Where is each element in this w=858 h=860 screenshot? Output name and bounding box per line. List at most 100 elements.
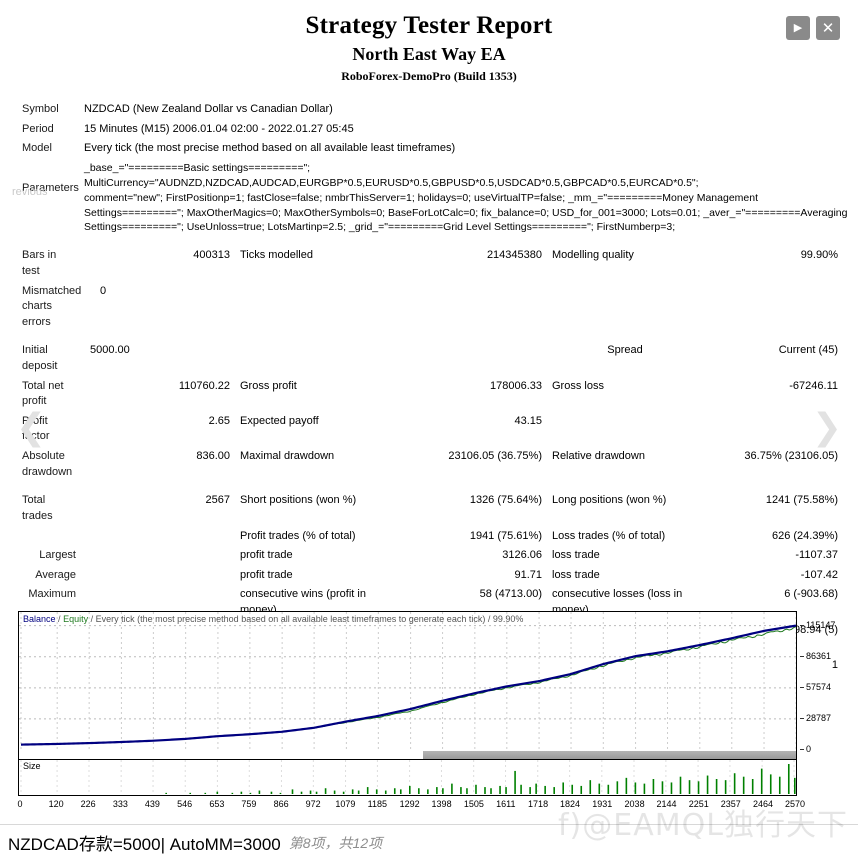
average-label: Average bbox=[35, 568, 76, 581]
balance-equity-chart[interactable]: Balance / Equity / Every tick (the most … bbox=[17, 611, 840, 809]
absolute-drawdown-label: Absolute drawdown bbox=[22, 450, 73, 478]
y-tick-label: 115147 bbox=[806, 619, 836, 630]
previous-page-chevron-icon[interactable]: ❯ bbox=[16, 407, 47, 448]
page-title: Strategy Tester Report bbox=[305, 12, 553, 39]
long-positions-value: 1241 (75.58%) bbox=[765, 494, 838, 507]
spread-label: Spread bbox=[607, 344, 643, 357]
y-tick-label: 28787 bbox=[806, 712, 832, 723]
x-tick-label: 1398 bbox=[431, 799, 452, 809]
x-tick-label: 1611 bbox=[496, 799, 516, 809]
y-tick-label: 57574 bbox=[806, 681, 832, 692]
table-row-symbol: Symbol NZDCAD (New Zealand Dollar vs Can… bbox=[0, 100, 858, 120]
modelling-quality-label: Modelling quality bbox=[552, 249, 634, 262]
x-tick-label: 226 bbox=[80, 799, 96, 809]
max-consecutive-wins-value: 58 (4713.00) bbox=[479, 588, 542, 601]
chart-horizontal-scrollbar[interactable] bbox=[18, 751, 797, 760]
table-row-total-trades: Total trades 2567 Short positions (won %… bbox=[0, 491, 858, 526]
short-positions-label: Short positions (won %) bbox=[240, 494, 357, 507]
spacer bbox=[0, 332, 858, 341]
short-positions-value: 1326 (75.64%) bbox=[469, 494, 542, 507]
total-trades-value: 2567 bbox=[205, 494, 230, 507]
report-table: Symbol NZDCAD (New Zealand Dollar vs Can… bbox=[0, 100, 858, 675]
table-row-average: Average profit trade 91.71 loss trade -1… bbox=[0, 566, 858, 586]
x-tick-label: 2251 bbox=[688, 799, 709, 809]
table-row-profit-factor: Profit factor 2.65 Expected payoff 43.15 bbox=[0, 412, 858, 447]
legend-balance: Balance bbox=[23, 614, 56, 624]
x-tick-label: 2144 bbox=[656, 799, 677, 809]
table-row-largest: Largest profit trade 3126.06 loss trade … bbox=[0, 546, 858, 566]
period-value: 15 Minutes (M15) 2006.01.04 02:00 - 2022… bbox=[84, 122, 354, 135]
table-row-model: Model Every tick (the most precise metho… bbox=[0, 139, 858, 159]
maximal-drawdown-label: Maximal drawdown bbox=[240, 450, 335, 463]
expected-payoff-value: 43.15 bbox=[514, 414, 542, 427]
profit-trades-value: 1941 (75.61%) bbox=[469, 529, 542, 542]
average-loss-trade-value: -107.42 bbox=[800, 568, 838, 581]
table-row-absolute-drawdown: Absolute drawdown 836.00 Maximal drawdow… bbox=[0, 447, 858, 482]
table-row-profit-trades: Profit trades (% of total) 1941 (75.61%)… bbox=[0, 527, 858, 547]
y-tick-mark bbox=[800, 717, 804, 719]
x-tick-label: 333 bbox=[112, 799, 128, 809]
symbol-label: Symbol bbox=[22, 103, 59, 115]
gross-profit-value: 178006.33 bbox=[490, 379, 542, 392]
largest-loss-trade-value: -1107.37 bbox=[795, 549, 838, 562]
relative-drawdown-label: Relative drawdown bbox=[552, 450, 645, 463]
largest-label: Largest bbox=[39, 549, 76, 562]
bars-in-test-label: Bars in test bbox=[22, 249, 57, 277]
x-tick-label: 2570 bbox=[784, 799, 806, 809]
size-subplot-label: Size bbox=[23, 761, 41, 771]
window-controls: ▶ ✕ bbox=[786, 16, 840, 40]
broker-build: RoboForex-DemoPro (Build 1353) bbox=[341, 69, 517, 84]
status-bar: NZDCAD存款=5000| AutoMM=3000 第8项，共12项 bbox=[0, 824, 858, 860]
relative-drawdown-value: 36.75% (23106.05) bbox=[744, 450, 838, 463]
x-tick-label: 546 bbox=[177, 799, 193, 809]
largest-profit-trade-value: 3126.06 bbox=[502, 549, 542, 562]
next-page-chevron-icon[interactable]: ❯ bbox=[811, 407, 842, 448]
x-tick-label: 439 bbox=[144, 799, 160, 809]
initial-deposit-value: 5000.00 bbox=[90, 344, 130, 357]
gross-loss-label: Gross loss bbox=[552, 379, 604, 392]
average-profit-trade-label: profit trade bbox=[240, 568, 293, 581]
mismatched-charts-errors-value: 0 bbox=[100, 284, 107, 297]
total-net-profit-label: Total net profit bbox=[22, 379, 64, 408]
maximum-label: Maximum bbox=[28, 588, 76, 601]
chart-scrollbar-thumb[interactable] bbox=[423, 751, 796, 759]
table-row-parameters: Parameters _base_="=========Basic settin… bbox=[0, 159, 858, 238]
model-value: Every tick (the most precise method base… bbox=[84, 142, 456, 155]
y-tick-label: 0 bbox=[806, 744, 812, 754]
total-trades-label: Total trades bbox=[22, 494, 53, 522]
x-tick-label: 1931 bbox=[592, 799, 613, 809]
chart-size-subplot[interactable]: Size bbox=[18, 760, 797, 796]
ticks-modelled-label: Ticks modelled bbox=[240, 249, 313, 262]
x-tick-label: 2357 bbox=[720, 799, 741, 809]
x-tick-label: 1185 bbox=[367, 799, 388, 809]
legend-quality: 99.90% bbox=[492, 614, 524, 624]
x-tick-label: 1824 bbox=[560, 799, 581, 809]
gross-loss-value: -67246.11 bbox=[789, 379, 838, 392]
chart-legend: Balance / Equity / Every tick (the most … bbox=[23, 614, 523, 624]
maximal-drawdown-value: 23106.05 (36.75%) bbox=[448, 450, 542, 463]
y-tick-mark bbox=[800, 624, 804, 626]
table-row-maximum: Maximum consecutive wins (profit in mone… bbox=[0, 585, 858, 620]
bars-in-test-value: 400313 bbox=[193, 249, 230, 262]
close-icon[interactable]: ✕ bbox=[816, 16, 840, 40]
average-profit-trade-value: 91.71 bbox=[514, 568, 542, 581]
model-label: Model bbox=[22, 142, 52, 155]
legend-sep-1: / bbox=[58, 614, 61, 624]
chart-canvas bbox=[19, 612, 796, 751]
report-table-container: Symbol NZDCAD (New Zealand Dollar vs Can… bbox=[0, 100, 858, 675]
period-label: Period bbox=[22, 122, 54, 135]
status-text: NZDCAD存款=5000| AutoMM=3000 bbox=[8, 835, 281, 854]
spacer bbox=[0, 482, 858, 491]
long-positions-label: Long positions (won %) bbox=[552, 494, 667, 507]
x-tick-label: 759 bbox=[241, 799, 257, 809]
legend-equity: Equity bbox=[63, 614, 89, 624]
absolute-drawdown-value: 836.00 bbox=[196, 450, 230, 463]
symbol-value: NZDCAD (New Zealand Dollar vs Canadian D… bbox=[84, 103, 333, 115]
chart-y-axis-scale: 115147 86361 57574 28787 0 bbox=[800, 611, 858, 754]
play-button[interactable]: ▶ bbox=[786, 16, 810, 40]
chart-x-axis: 0 120 226 333 439 546 653 759 866 972 1079 1185 1292… bbox=[17, 796, 805, 814]
spacer bbox=[0, 237, 858, 246]
x-tick-label: 972 bbox=[305, 799, 321, 809]
chart-plot-area[interactable]: Balance / Equity / Every tick (the most … bbox=[18, 611, 797, 752]
